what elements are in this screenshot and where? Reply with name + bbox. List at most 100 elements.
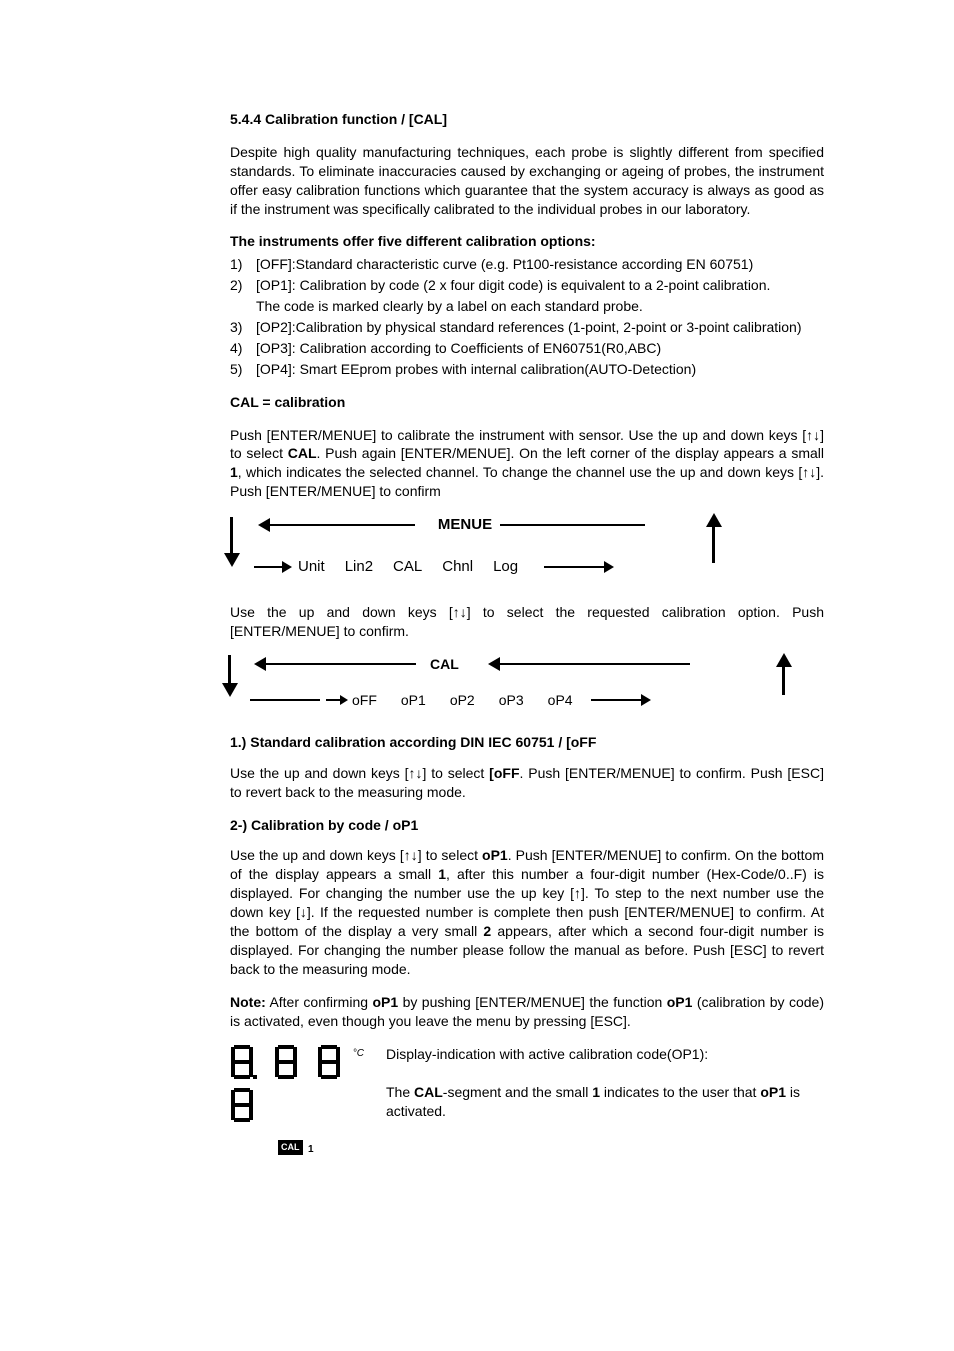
lcd-display: °C CAL 1	[230, 1045, 370, 1155]
list-text: [OFF]:Standard characteristic curve (e.g…	[256, 255, 824, 274]
text-fragment: Use the up and down keys [	[230, 765, 409, 781]
list-text: [OP1]: Calibration by code (2 x four dig…	[256, 276, 824, 295]
lcd-digits	[230, 1045, 370, 1131]
seven-segment-digit	[231, 1088, 253, 1122]
note-label: Note:	[230, 994, 266, 1010]
right-arrow-icon	[591, 699, 641, 701]
text-fragment: . Push again [ENTER/MENUE]. On the left …	[317, 445, 824, 461]
bold-op1: oP1	[667, 994, 693, 1010]
list-text: The code is marked clearly by a label on…	[256, 297, 824, 316]
list-number: 1)	[230, 255, 256, 274]
text-fragment: After confirming	[266, 994, 373, 1010]
cal-item: oFF	[352, 691, 377, 710]
menu-item: Unit	[298, 557, 325, 577]
intro-paragraph: Despite high quality manufacturing techn…	[230, 143, 824, 219]
text-fragment: The	[386, 1084, 414, 1100]
cal-label: CAL	[430, 655, 459, 674]
text-fragment: ] to select	[423, 765, 490, 781]
diagram-line	[500, 524, 645, 526]
menu-label: MENUE	[438, 515, 492, 535]
left-triangle-icon	[254, 657, 266, 671]
right-arrow-icon	[254, 566, 282, 568]
list-item: 2) [OP1]: Calibration by code (2 x four …	[230, 276, 824, 295]
cal-item: oP4	[548, 691, 573, 710]
paragraph-2: Use the up and down keys [ ] to select oP…	[230, 846, 824, 978]
left-triangle-icon	[258, 518, 270, 532]
lcd-description: Display-indication with active calibrati…	[386, 1045, 824, 1122]
bold-sel: oP1	[482, 847, 508, 863]
menu-item: CAL	[393, 557, 422, 577]
menu-item: Log	[493, 557, 518, 577]
updown-arrow-icon	[409, 765, 423, 781]
lcd-text-1: Display-indication with active calibrati…	[386, 1045, 824, 1064]
updown-arrow-icon	[453, 604, 467, 620]
text-fragment: by pushing [ENTER/MENUE] the function	[398, 994, 667, 1010]
seven-segment-digit	[275, 1045, 297, 1079]
menu-items-row: Unit Lin2 CAL Chnl Log	[230, 557, 700, 577]
right-arrow-icon	[544, 566, 604, 568]
list-item: 5) [OP4]: Smart EEprom probes with inter…	[230, 360, 824, 379]
use-updown-paragraph: Use the up and down keys [] to select th…	[230, 603, 824, 641]
paragraph-1: Use the up and down keys [ ] to select [o…	[230, 764, 824, 802]
right-arrow-icon	[326, 699, 340, 701]
document-page: 5.4.4 Calibration function / [CAL] Despi…	[0, 0, 954, 1215]
left-triangle-icon	[488, 657, 500, 671]
menu-item: Chnl	[442, 557, 473, 577]
diagram-line	[250, 699, 320, 701]
cal-item: oP2	[450, 691, 475, 710]
seven-segment-digit	[318, 1045, 340, 1079]
cal-items-row: oFF oP1 oP2 oP3 oP4	[250, 691, 641, 710]
list-text: [OP3]: Calibration according to Coeffici…	[256, 339, 824, 358]
section-heading: 5.4.4 Calibration function / [CAL]	[230, 110, 824, 129]
updown-arrow-icon	[806, 427, 820, 443]
bold-op1: oP1	[760, 1084, 786, 1100]
list-text: [OP4]: Smart EEprom probes with internal…	[256, 360, 824, 379]
diagram-line	[266, 663, 416, 665]
options-heading: The instruments offer five different cal…	[230, 232, 824, 251]
lcd-text-2: The CAL-segment and the small 1 indicate…	[386, 1083, 824, 1121]
list-number: 3)	[230, 318, 256, 337]
menu-item: Lin2	[345, 557, 373, 577]
list-item: 4) [OP3]: Calibration according to Coeff…	[230, 339, 824, 358]
bold-one: 1	[230, 464, 238, 480]
text-fragment: Use the up and down keys [	[230, 847, 404, 863]
text-fragment: indicates to the user that	[600, 1084, 760, 1100]
list-number: 4)	[230, 339, 256, 358]
options-list: 1) [OFF]:Standard characteristic curve (…	[230, 255, 824, 378]
cal-item: oP3	[499, 691, 524, 710]
text-fragment: , which indicates the selected channel. …	[238, 464, 802, 480]
text-fragment: Push [ENTER/MENUE] to calibrate the inst…	[230, 427, 806, 443]
list-item: 3) [OP2]:Calibration by physical standar…	[230, 318, 824, 337]
down-arrow-icon	[300, 904, 307, 920]
menu-flow-diagram: MENUE Unit Lin2 CAL Chnl Log	[230, 515, 700, 585]
text-fragment: Use the up and down keys [	[230, 604, 453, 620]
seven-segment-digit	[231, 1045, 253, 1079]
list-number: 5)	[230, 360, 256, 379]
cal-item: oP1	[401, 691, 426, 710]
list-item: 1) [OFF]:Standard characteristic curve (…	[230, 255, 824, 274]
updown-arrow-icon	[802, 464, 816, 480]
diagram-line	[500, 663, 690, 665]
bold-one: 1	[438, 866, 446, 882]
up-arrow-icon	[574, 885, 581, 901]
diagram-line	[270, 524, 415, 526]
cal-equals-heading: CAL = calibration	[230, 393, 824, 412]
list-item: The code is marked clearly by a label on…	[230, 297, 824, 316]
list-number: 2)	[230, 276, 256, 295]
lcd-unit-label: °C	[353, 1047, 364, 1061]
cal-paragraph: Push [ENTER/MENUE] to calibrate the inst…	[230, 426, 824, 502]
lcd-cal-badge: CAL	[278, 1140, 303, 1154]
note-paragraph: Note: After confirming oP1 by pushing [E…	[230, 993, 824, 1031]
text-fragment: -segment and the small	[443, 1084, 592, 1100]
subsection-heading-1: 1.) Standard calibration according DIN I…	[230, 733, 824, 752]
lcd-display-row: °C CAL 1 Display-indication with active …	[230, 1045, 824, 1155]
bold-sel: [oFF	[489, 765, 519, 781]
list-text: [OP2]:Calibration by physical standard r…	[256, 318, 824, 337]
bold-cal: CAL	[414, 1084, 443, 1100]
bold-op1: oP1	[372, 994, 398, 1010]
list-number	[230, 297, 256, 316]
cal-bold: CAL	[288, 445, 317, 461]
text-fragment: ] to select	[418, 847, 482, 863]
updown-arrow-icon	[404, 847, 418, 863]
lcd-subscript: 1	[308, 1143, 314, 1157]
